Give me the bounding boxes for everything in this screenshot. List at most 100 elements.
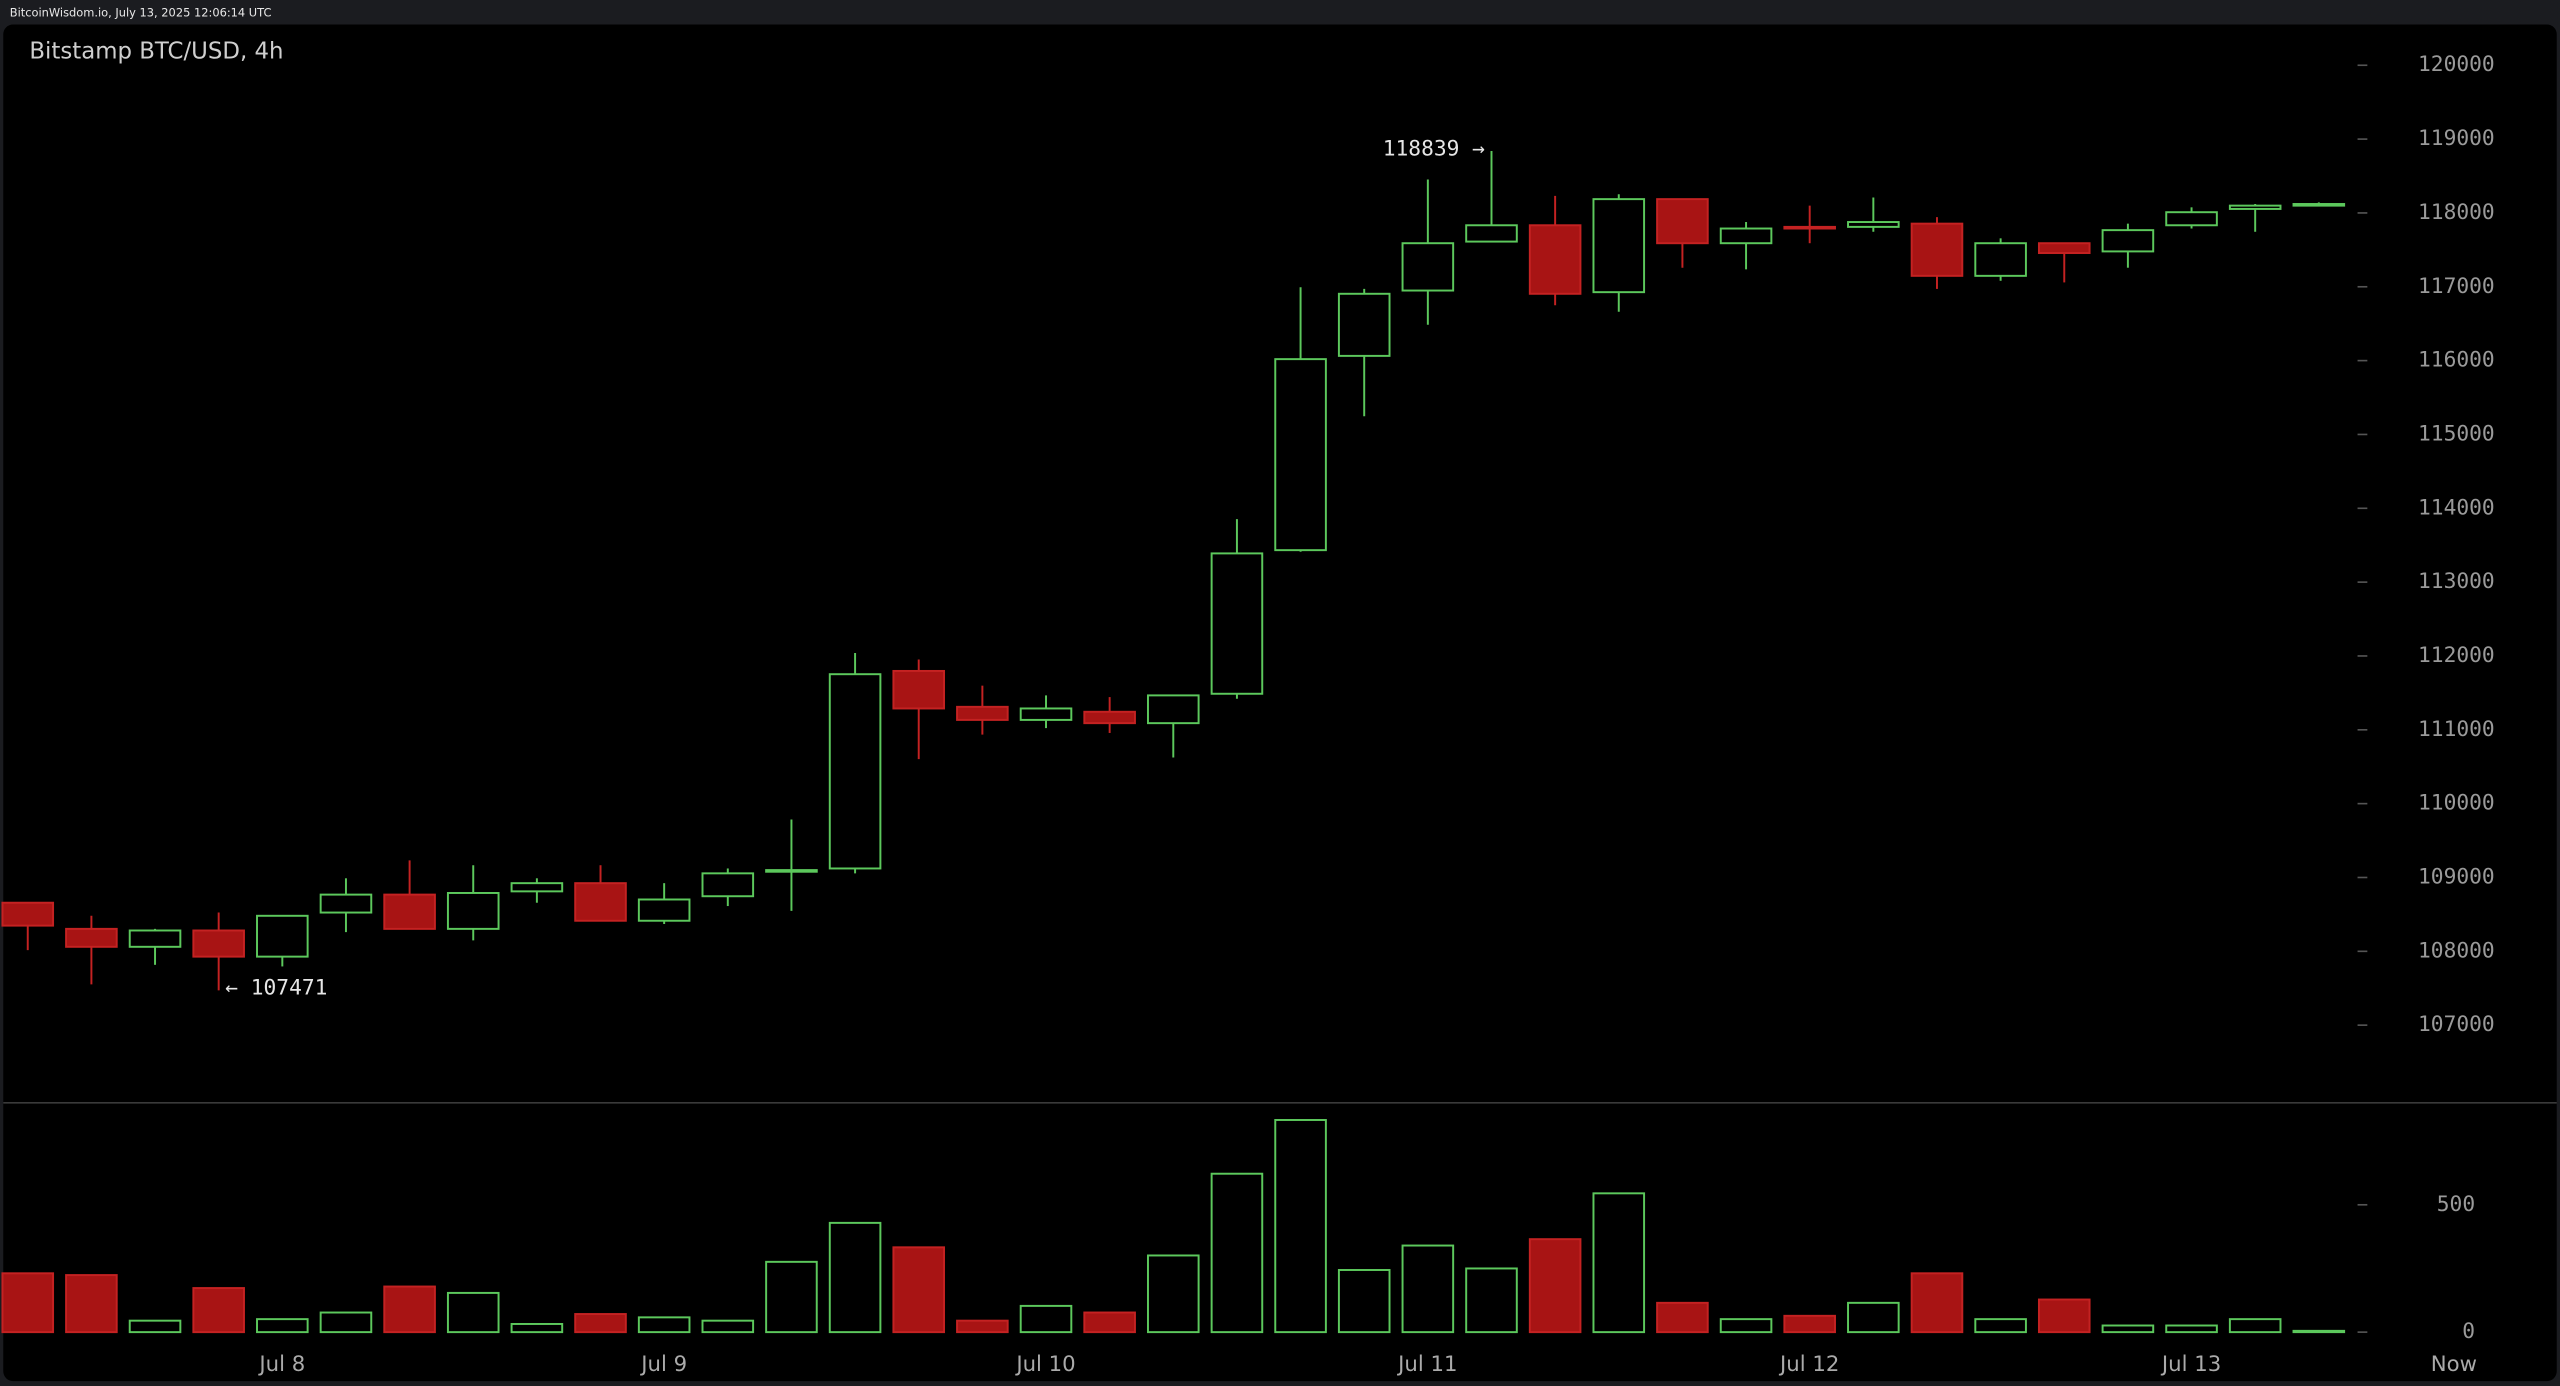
- volume-bar: [1656, 1301, 1709, 1334]
- volume-bar: [1274, 1119, 1327, 1334]
- y-tick-label: 111000: [2418, 717, 2495, 742]
- candle-body: [574, 882, 627, 922]
- volume-bar: [828, 1221, 882, 1334]
- volume-bar: [701, 1319, 755, 1334]
- volume-bar: [510, 1322, 564, 1334]
- y-tick-label: 110000: [2418, 791, 2495, 816]
- volume-bar: [1210, 1172, 1264, 1334]
- x-tick-label: Jul 9: [639, 1352, 687, 1377]
- y-tick-label: 120000: [2418, 52, 2495, 77]
- volume-bar: [446, 1291, 500, 1334]
- candle-body: [319, 893, 373, 914]
- volume-bar: [2165, 1324, 2218, 1334]
- candle-body: [765, 869, 818, 873]
- volume-bar: [1337, 1269, 1391, 1334]
- candle-body: [256, 914, 309, 958]
- candle-body: [1910, 222, 1964, 277]
- volume-bar: [1910, 1272, 1964, 1334]
- x-tick-label: Jul 10: [1014, 1352, 1075, 1377]
- x-tick-label: Jul 12: [1778, 1352, 1839, 1377]
- candle-body: [1974, 242, 2027, 277]
- volume-bar: [256, 1318, 309, 1334]
- candle-body: [2165, 211, 2218, 227]
- candle-body: [1656, 198, 1709, 245]
- y-tick-label: 107000: [2418, 1012, 2495, 1037]
- y-tick-label: 113000: [2418, 569, 2495, 594]
- volume-tick-label: 0: [2462, 1319, 2475, 1344]
- candle-body: [1528, 224, 1582, 295]
- volume-bar: [128, 1319, 182, 1334]
- volume-bar: [1083, 1311, 1136, 1334]
- volume-bar: [319, 1311, 373, 1334]
- candle-body: [956, 705, 1009, 721]
- candle-body: [1083, 710, 1136, 725]
- candle-body: [1847, 221, 1900, 228]
- volume-bar: [192, 1287, 245, 1334]
- volume-bar: [956, 1319, 1009, 1334]
- candle-body: [1592, 198, 1646, 294]
- volume-bar: [1592, 1192, 1646, 1334]
- volume-bar: [1465, 1267, 1518, 1334]
- volume-bar: [1401, 1244, 1455, 1334]
- candle-body: [637, 898, 691, 922]
- volume-bar: [2292, 1329, 2346, 1334]
- candle-body: [1337, 292, 1391, 357]
- y-tick-label: 117000: [2418, 274, 2495, 299]
- candle-body: [1147, 694, 1200, 725]
- candle-body: [510, 882, 564, 893]
- volume-bar: [1847, 1301, 1900, 1334]
- candle-body: [1783, 225, 1836, 230]
- volume-bar: [2101, 1324, 2155, 1334]
- y-tick-label: 116000: [2418, 348, 2495, 373]
- chart-panel: [3, 24, 2557, 1382]
- volume-bar: [574, 1313, 627, 1334]
- candle-body: [2228, 204, 2282, 210]
- candle-body: [1274, 358, 1327, 552]
- volume-bar: [383, 1285, 436, 1334]
- y-tick-label: 108000: [2418, 938, 2495, 963]
- candle-body: [1465, 224, 1518, 243]
- candle-body: [2101, 229, 2155, 253]
- chart-title: Bitstamp BTC/USD, 4h: [29, 39, 283, 65]
- annotation: 118839 →: [1383, 136, 1485, 161]
- volume-bar: [2228, 1318, 2282, 1334]
- volume-bar: [892, 1246, 946, 1334]
- y-tick-label: 115000: [2418, 421, 2495, 446]
- candle-body: [192, 929, 245, 958]
- x-end-label: Now: [2431, 1352, 2477, 1377]
- caption: BitcoinWisdom.io, July 13, 2025 12:06:14…: [10, 6, 272, 20]
- candle-body: [2037, 242, 2091, 255]
- x-tick-label: Jul 8: [257, 1352, 305, 1377]
- volume-bar: [765, 1260, 818, 1334]
- candle-body: [1210, 552, 1264, 695]
- candle-body: [446, 892, 500, 930]
- y-tick-label: 118000: [2418, 200, 2495, 225]
- volume-bar: [1719, 1318, 1773, 1334]
- volume-bar: [2037, 1298, 2091, 1334]
- candle-body: [828, 673, 882, 870]
- volume-bar: [1528, 1238, 1582, 1334]
- volume-tick-label: 500: [2437, 1192, 2475, 1217]
- volume-bar: [1019, 1304, 1073, 1334]
- candle-body: [2292, 203, 2346, 207]
- candle-body: [701, 872, 755, 898]
- candle-body: [383, 893, 436, 930]
- volume-bar: [1, 1272, 55, 1334]
- annotation: ← 107471: [225, 976, 327, 1001]
- volume-bar: [65, 1274, 118, 1334]
- y-tick-label: 114000: [2418, 495, 2495, 520]
- candle-body: [65, 927, 118, 948]
- y-tick-label: 112000: [2418, 643, 2495, 668]
- volume-bar: [1147, 1254, 1200, 1334]
- y-tick-label: 109000: [2418, 864, 2495, 889]
- x-tick-label: Jul 11: [1396, 1352, 1457, 1377]
- candle-body: [1719, 227, 1773, 245]
- candle-body: [892, 669, 946, 710]
- candle-body: [1019, 707, 1073, 721]
- candle-body: [1401, 242, 1455, 292]
- y-tick-label: 119000: [2418, 126, 2495, 151]
- candle-body: [128, 929, 182, 948]
- volume-bar: [1974, 1318, 2027, 1334]
